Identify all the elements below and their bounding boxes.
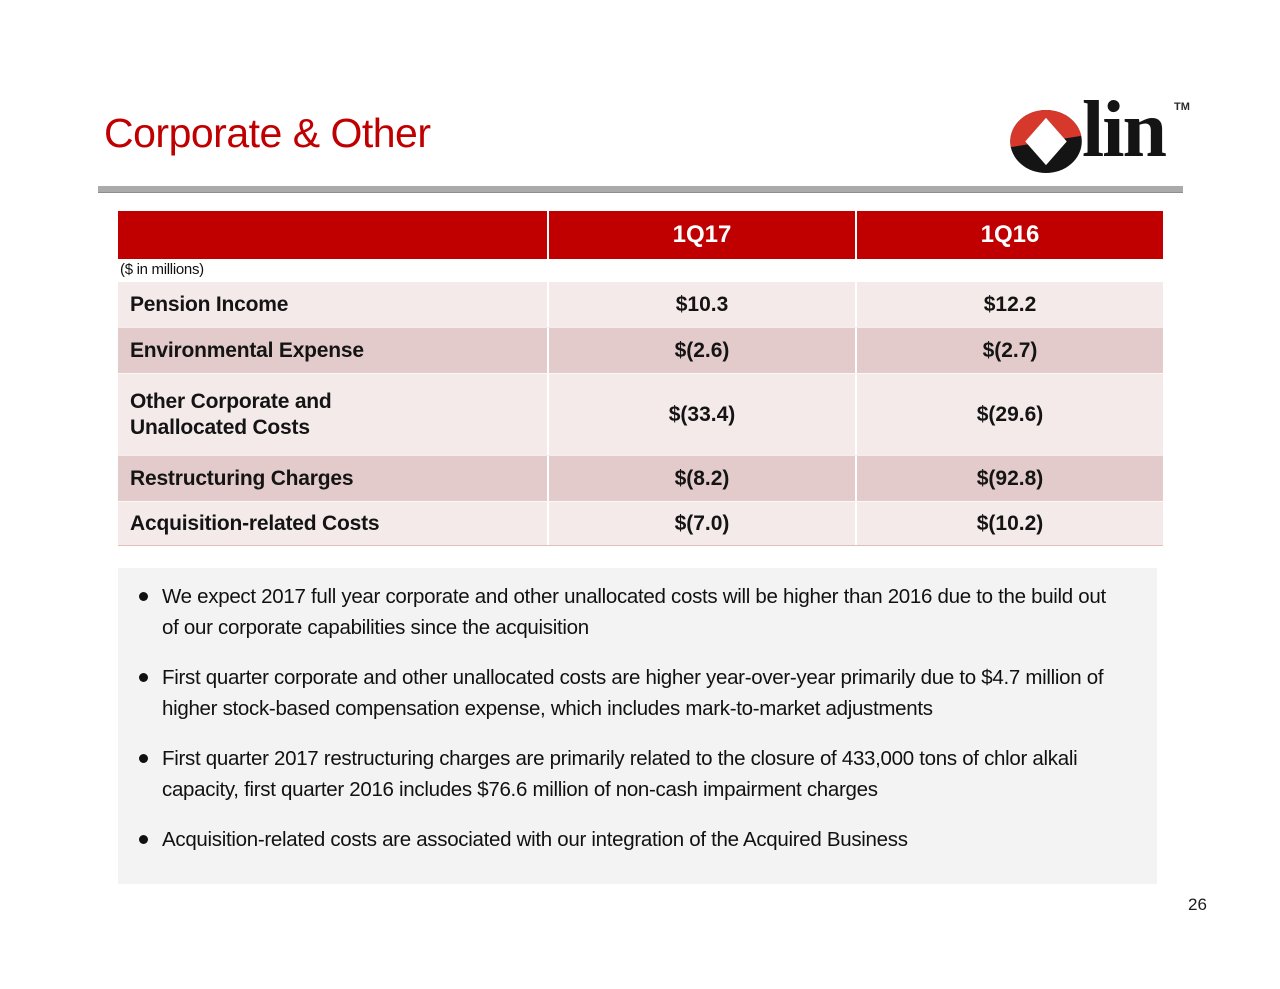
bullet-list: We expect 2017 full year corporate and o… [132,581,1119,855]
cell-1q16: $(2.7) [855,328,1163,373]
bullet-text: Acquisition-related costs are associated… [162,828,908,851]
row-label: Pension Income [130,292,289,316]
cell-1q17: $(7.0) [547,502,855,545]
page-number: 26 [1188,895,1207,914]
cell-1q16: $12.2 [855,282,1163,327]
cell-1q16: $(10.2) [855,502,1163,545]
financial-table: 1Q17 1Q16 ($ in millions) Pension Income… [118,211,1163,546]
trademark-symbol: TM [1174,101,1190,113]
bullet-icon [139,754,148,763]
row-label: Restructuring Charges [130,466,354,490]
table-row-other-corporate: Other Corporate and Unallocated Costs $(… [118,373,1163,455]
commentary-panel: We expect 2017 full year corporate and o… [118,568,1157,884]
bullet-item: First quarter 2017 restructuring charges… [132,743,1119,805]
header-cell-blank [118,211,547,259]
bullet-text: We expect 2017 full year corporate and o… [162,585,1106,639]
cell-1q17: $(2.6) [547,328,855,373]
bullet-icon [139,673,148,682]
cell-1q17: $10.3 [547,282,855,327]
bullet-text: First quarter corporate and other unallo… [162,666,1104,720]
row-label: Acquisition-related Costs [130,511,380,535]
table-row-restructuring-charges: Restructuring Charges $(8.2) $(92.8) [118,455,1163,501]
page-title: Corporate & Other [104,110,431,156]
table-row-pension-income: Pension Income $10.3 $12.2 [118,282,1163,327]
bullet-item: We expect 2017 full year corporate and o… [132,581,1119,643]
table-row-environmental-expense: Environmental Expense $(2.6) $(2.7) [118,327,1163,373]
bullet-text: First quarter 2017 restructuring charges… [162,747,1078,801]
header-cell-1q17: 1Q17 [547,211,855,259]
bullet-icon [139,592,148,601]
bullet-item: Acquisition-related costs are associated… [132,824,1119,855]
title-divider [98,186,1183,193]
cell-1q17: $(33.4) [547,374,855,455]
cell-1q17: $(8.2) [547,456,855,501]
table-header-row: 1Q17 1Q16 [118,211,1163,259]
bullet-item: First quarter corporate and other unallo… [132,662,1119,724]
olin-o-diamond-icon [1010,110,1082,173]
row-label: Other Corporate and Unallocated Costs [130,389,332,439]
units-note: ($ in millions) [118,259,1163,282]
table-row-acquisition-related: Acquisition-related Costs $(7.0) $(10.2) [118,501,1163,545]
bullet-icon [139,835,148,844]
olin-logo: lin TM [1002,86,1192,176]
cell-1q16: $(92.8) [855,456,1163,501]
olin-wordmark: lin [1082,86,1167,174]
cell-1q16: $(29.6) [855,374,1163,455]
header-cell-1q16: 1Q16 [855,211,1163,259]
row-label: Environmental Expense [130,338,364,362]
